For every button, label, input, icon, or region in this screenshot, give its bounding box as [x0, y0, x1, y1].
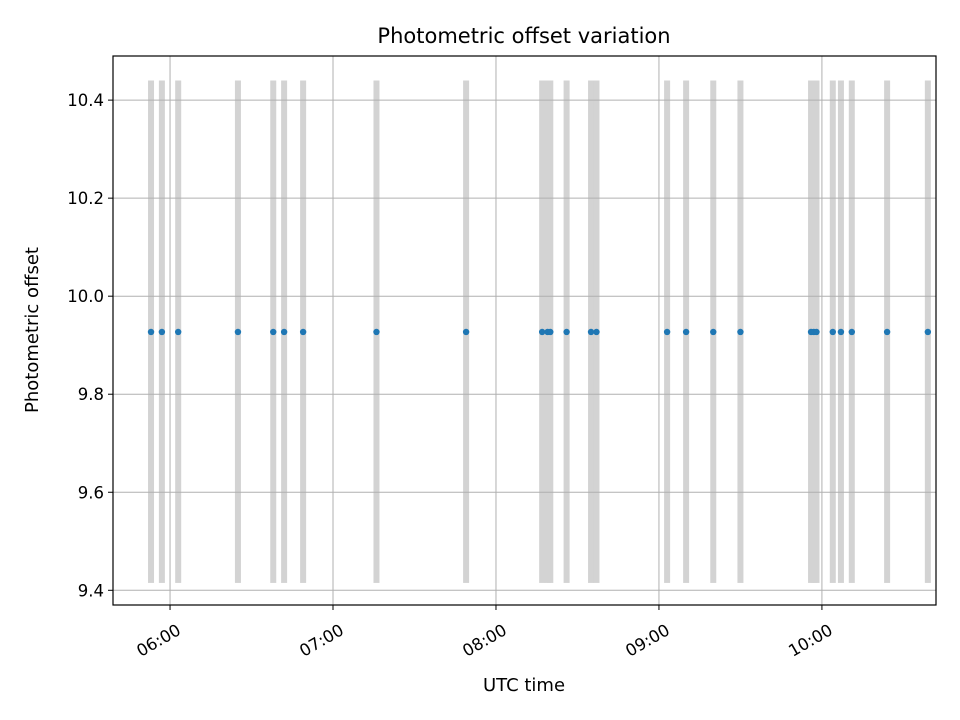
data-points [147, 328, 932, 336]
data-point [158, 328, 166, 336]
data-point [462, 328, 470, 336]
data-point [837, 328, 845, 336]
data-point [848, 328, 855, 336]
x-tick-label: 08:00 [459, 620, 510, 660]
y-tick-label: 10.0 [67, 287, 104, 306]
data-point [924, 328, 932, 336]
x-tick-label: 07:00 [296, 620, 347, 660]
data-point [593, 328, 600, 336]
data-point [710, 328, 717, 336]
x-tick-label: 06:00 [133, 620, 184, 660]
data-point [663, 328, 671, 336]
data-point [174, 328, 182, 336]
grid-lines [113, 56, 936, 605]
data-point [563, 328, 570, 336]
y-tick-label: 9.4 [78, 581, 104, 600]
y-tick-label: 9.8 [78, 385, 104, 404]
data-point [682, 328, 690, 336]
x-axis-ticks: 06:00 07:00 08:00 09:00 10:00 [133, 605, 836, 661]
y-tick-label: 9.6 [78, 483, 104, 502]
data-point [587, 328, 595, 336]
data-point [280, 328, 288, 336]
data-point [737, 328, 744, 336]
x-axis-title: UTC time [483, 675, 565, 696]
y-axis-ticks: 9.4 9.6 9.8 10.0 10.2 10.4 [67, 91, 113, 600]
data-point [147, 328, 155, 336]
data-point [270, 328, 277, 336]
x-tick-label: 09:00 [622, 620, 673, 660]
data-point [373, 328, 380, 336]
chart-title: Photometric offset variation [377, 24, 670, 48]
data-point [829, 328, 836, 336]
data-point [299, 328, 307, 336]
y-axis-title: Photometric offset [22, 247, 43, 413]
data-point [547, 328, 554, 336]
plot-frame [112, 55, 937, 606]
data-point [538, 328, 546, 336]
y-tick-label: 10.2 [67, 189, 104, 208]
data-point [813, 328, 820, 336]
data-point [883, 328, 891, 336]
data-point [234, 328, 242, 336]
x-tick-label: 10:00 [785, 620, 836, 660]
y-tick-label: 10.4 [67, 91, 104, 110]
